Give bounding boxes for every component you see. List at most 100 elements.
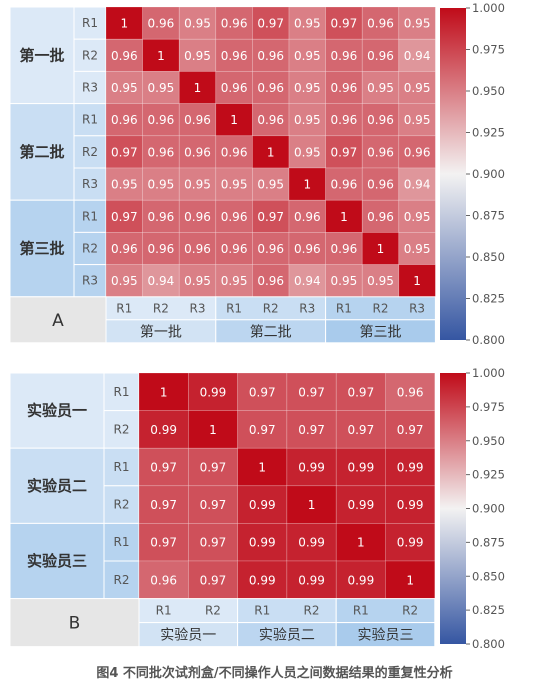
- heatmap-cell: [237, 485, 288, 524]
- colorbar-tick-label: 0.800: [472, 637, 505, 651]
- heatmap-cell: [138, 560, 189, 599]
- cell-value-label: 0.95: [184, 49, 211, 63]
- col-replicate-label: R2: [205, 604, 221, 618]
- col-replicate-label: R2: [402, 604, 418, 618]
- cell-value-label: 1: [209, 423, 217, 437]
- heatmap-cell: [178, 264, 217, 298]
- cell-value-label: 0.96: [367, 210, 394, 224]
- cell-value-label: 0.95: [331, 274, 358, 288]
- cell-value-label: 0.99: [397, 498, 424, 512]
- cell-value-label: 0.96: [184, 145, 211, 159]
- cell-value-label: 0.97: [298, 423, 325, 437]
- heatmap-cell: [188, 372, 238, 411]
- cell-value-label: 1: [377, 242, 385, 256]
- cell-value-label: 0.94: [294, 274, 321, 288]
- heatmap-cell: [398, 71, 436, 104]
- heatmap-cell: [361, 135, 400, 169]
- cell-value-label: 0.94: [404, 178, 431, 192]
- cell-value-label: 0.94: [148, 274, 175, 288]
- cell-value-label: 0.97: [249, 423, 276, 437]
- row-group-label: 实验员一: [27, 402, 87, 420]
- colorbar-tick-label: 0.875: [472, 209, 505, 223]
- cell-value-label: 0.95: [111, 178, 138, 192]
- heatmap-cell: [142, 199, 180, 233]
- cell-value-label: 0.95: [257, 178, 284, 192]
- cell-value-label: 1: [120, 17, 128, 31]
- heatmap-cell: [138, 523, 189, 562]
- heatmap-cell: [105, 199, 143, 233]
- heatmap-cell: [105, 38, 143, 72]
- cell-value-label: 0.97: [257, 17, 284, 31]
- cell-value-label: 0.96: [257, 242, 284, 256]
- row-replicate-label: R2: [82, 242, 98, 256]
- heatmap-cell: [325, 103, 363, 137]
- cell-value-label: 0.95: [404, 113, 431, 127]
- heatmap-cell: [325, 135, 363, 169]
- cell-value-label: 0.97: [200, 536, 227, 550]
- heatmap-cell: [335, 485, 386, 524]
- cell-value-label: 0.96: [148, 17, 175, 31]
- col-group-cell: [335, 622, 436, 648]
- cell-value-label: 0.97: [298, 385, 325, 399]
- cell-value-label: 1: [157, 49, 165, 63]
- heatmap-cell: [252, 135, 290, 169]
- cell-value-label: 0.97: [257, 210, 284, 224]
- cell-value-label: 0.95: [148, 81, 175, 95]
- heatmap-cell: [105, 71, 143, 104]
- panel-label-cell: [9, 296, 107, 344]
- heatmap-cell: [142, 232, 180, 265]
- cell-value-label: 0.95: [294, 81, 321, 95]
- heatmap-cell: [188, 410, 238, 449]
- cell-value-label: 0.96: [367, 17, 394, 31]
- cell-value-label: 0.97: [150, 461, 177, 475]
- row-replicate-cell: [103, 410, 140, 449]
- heatmap-cell: [288, 232, 326, 265]
- heatmap-cell: [288, 71, 326, 104]
- row-replicate-label: R1: [82, 16, 98, 30]
- colorbar-tick-label: 1.000: [472, 366, 505, 380]
- col-group-cell: [325, 319, 436, 344]
- cell-value-label: 1: [308, 498, 316, 512]
- cell-value-label: 1: [406, 573, 414, 587]
- heatmap-cell: [178, 135, 217, 169]
- cell-value-label: 0.97: [111, 210, 138, 224]
- cell-value-label: 0.95: [294, 113, 321, 127]
- heatmap-cell: [398, 103, 436, 137]
- colorbar: [440, 8, 466, 340]
- colorbar-tick-label: 0.975: [472, 43, 505, 57]
- row-group-cell: [9, 103, 75, 201]
- row-replicate-label: R1: [114, 535, 130, 549]
- cell-value-label: 0.97: [200, 498, 227, 512]
- cell-value-label: 0.96: [367, 113, 394, 127]
- cell-value-label: 0.96: [294, 242, 321, 256]
- heatmap-cell: [188, 560, 238, 599]
- colorbar-tick-label: 0.950: [472, 434, 505, 448]
- cell-value-label: 0.96: [150, 573, 177, 587]
- heatmap-cell: [237, 410, 288, 449]
- colorbar-tick-label: 0.975: [472, 400, 505, 414]
- cell-value-label: 0.95: [367, 274, 394, 288]
- cell-value-label: 0.95: [184, 274, 211, 288]
- col-group-label: 实验员三: [358, 628, 414, 644]
- cell-value-label: 0.96: [331, 178, 358, 192]
- panel-label: A: [52, 311, 64, 331]
- col-replicate-label: R2: [263, 301, 279, 315]
- cell-value-label: 0.95: [184, 178, 211, 192]
- cell-value-label: 0.96: [148, 210, 175, 224]
- row-replicate-cell: [73, 103, 107, 137]
- cell-value-label: 0.96: [111, 49, 138, 63]
- heatmap-cell: [215, 199, 253, 233]
- heatmap-cell: [237, 372, 288, 411]
- cell-value-label: 0.96: [404, 145, 431, 159]
- cell-value-label: 0.96: [221, 145, 248, 159]
- col-group-label: 第三批: [360, 323, 402, 340]
- cell-value-label: 0.96: [331, 81, 358, 95]
- heatmap-cell: [178, 232, 217, 265]
- cell-value-label: 0.97: [150, 536, 177, 550]
- heatmap-cell: [325, 264, 363, 298]
- cell-value-label: 0.97: [249, 385, 276, 399]
- cell-value-label: 0.96: [221, 210, 248, 224]
- cell-value-label: 0.95: [184, 17, 211, 31]
- colorbar: [440, 373, 466, 644]
